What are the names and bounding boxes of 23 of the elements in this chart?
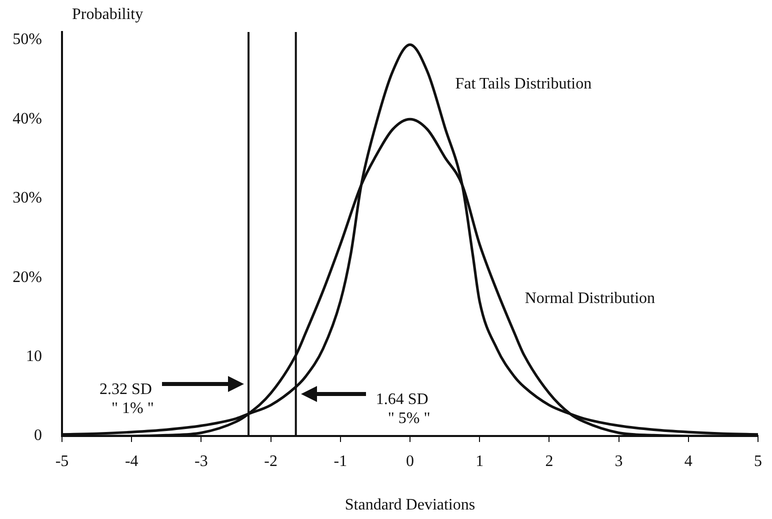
x-tick-label: -4 (124, 452, 138, 470)
y-axis-title: Probability (72, 6, 144, 24)
y-tick-label: 10 (26, 348, 42, 365)
x-tick-label: 4 (684, 452, 692, 470)
y-tick-label: 40% (12, 110, 42, 128)
annotation: 2.32 SD " 1% " (98, 380, 154, 418)
x-tick-label: -5 (55, 452, 69, 470)
x-tick-label: -2 (264, 452, 278, 470)
x-tick-label: 1 (476, 452, 484, 470)
x-tick-label: 2 (545, 452, 554, 470)
annotation: 1.64 SD " 5% " (374, 390, 430, 428)
y-tick-label: 20% (12, 268, 42, 286)
x-tick-label: 0 (406, 452, 414, 470)
y-tick-label: 30% (12, 190, 42, 207)
y-tick-label: 50% (12, 31, 42, 48)
x-tick-label: -3 (194, 452, 208, 470)
series-label: Fat Tails Distribution (455, 76, 592, 93)
x-tick-label: 5 (754, 452, 762, 470)
series-label: Normal Distribution (524, 290, 656, 307)
x-tick-label: -1 (334, 452, 348, 470)
x-tick-label: 3 (614, 452, 623, 470)
x-axis-title: Standard Deviations (344, 496, 476, 514)
y-tick-label: 0 (34, 427, 42, 444)
